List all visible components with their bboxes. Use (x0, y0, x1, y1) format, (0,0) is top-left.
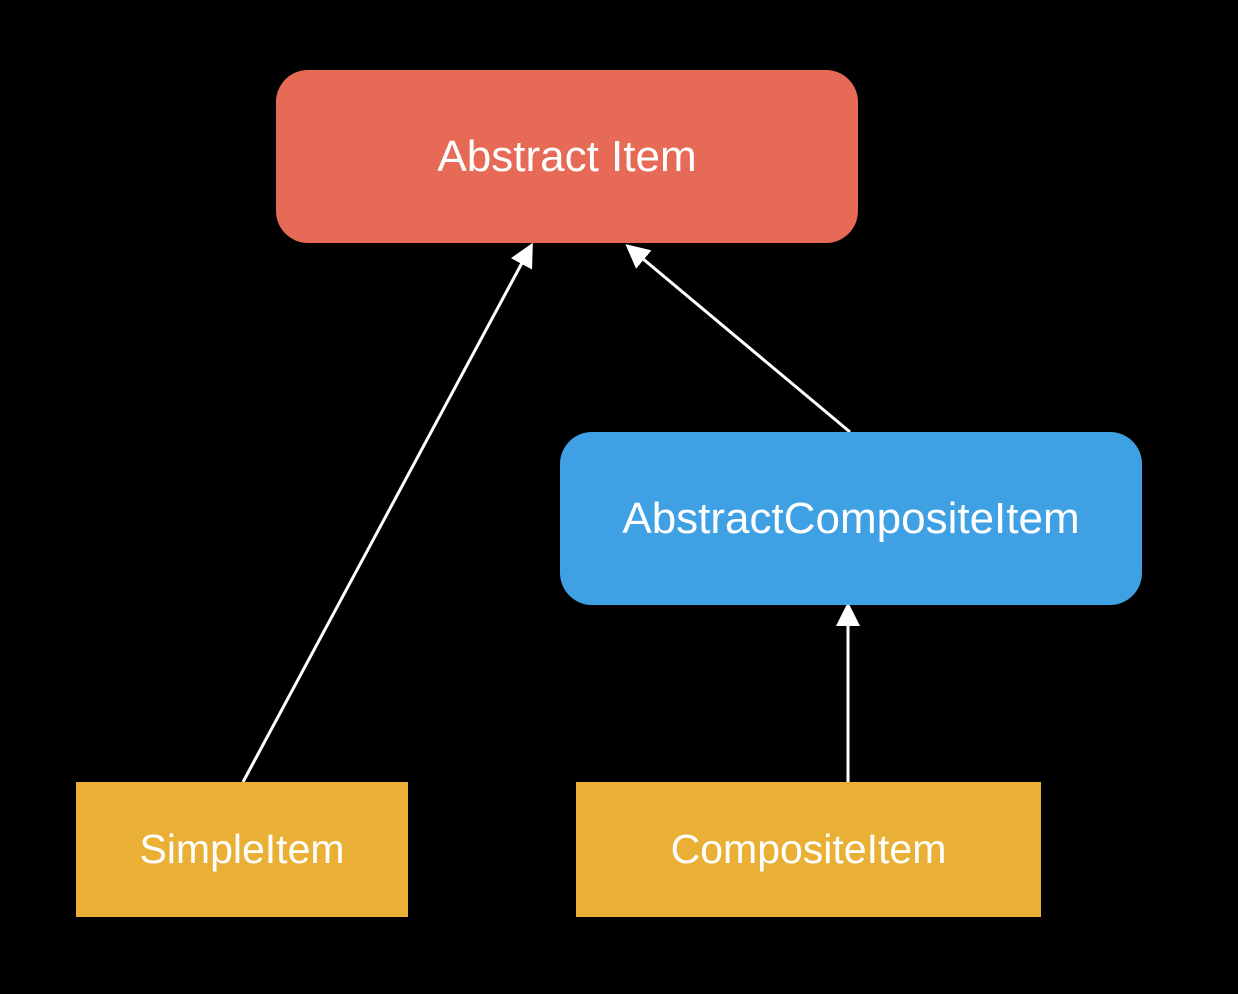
edge-abstract-composite-item-to-abstract-item (630, 248, 850, 432)
node-abstract-item: Abstract Item (276, 70, 858, 243)
node-composite-item: CompositeItem (576, 782, 1041, 917)
node-label: SimpleItem (139, 826, 344, 873)
edge-simple-item-to-abstract-item (243, 248, 530, 782)
node-abstract-composite-item: AbstractCompositeItem (560, 432, 1142, 605)
node-simple-item: SimpleItem (76, 782, 408, 917)
node-label: AbstractCompositeItem (622, 494, 1079, 544)
node-label: Abstract Item (437, 132, 696, 182)
node-label: CompositeItem (671, 826, 947, 873)
